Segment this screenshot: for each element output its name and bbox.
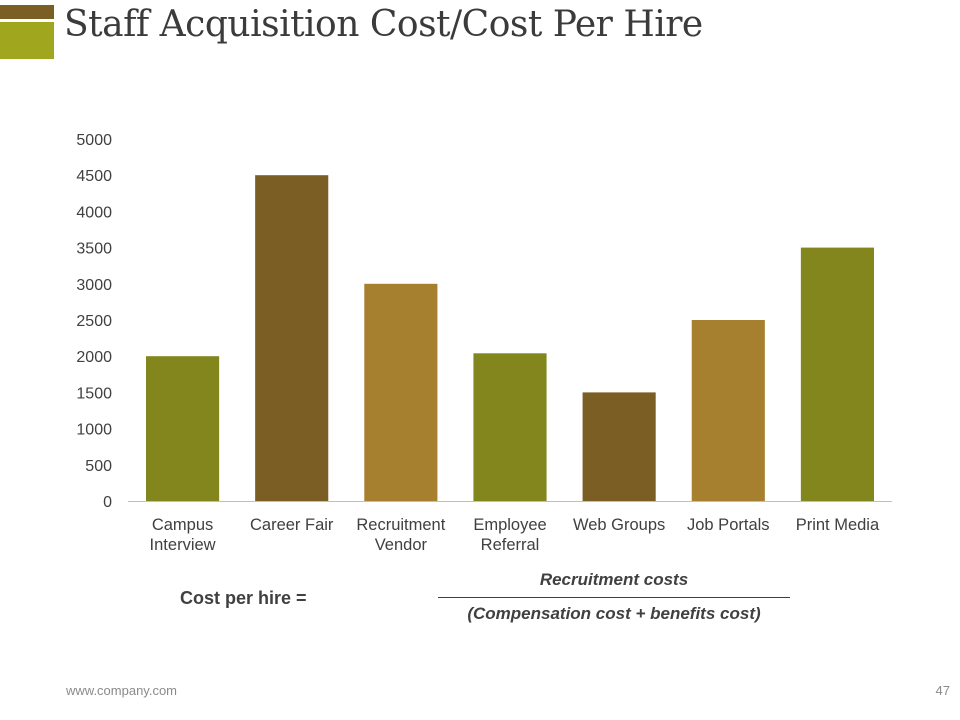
- x-category-label: Employee Referral: [473, 516, 546, 554]
- logo-block-top: [0, 5, 54, 19]
- x-category-label: Job Portals: [687, 516, 770, 534]
- y-tick-label: 2500: [76, 313, 112, 330]
- y-tick-label: 4500: [76, 168, 112, 185]
- formula-label: Cost per hire =: [180, 588, 307, 608]
- y-tick-label: 3000: [76, 277, 112, 294]
- slide-title: Staff Acquisition Cost/Cost Per Hire: [64, 4, 703, 45]
- y-tick-label: 0: [103, 494, 112, 511]
- x-category-label: Print Media: [796, 516, 880, 534]
- bar: [146, 356, 220, 501]
- bar: [255, 175, 329, 501]
- x-category-label: Career Fair: [250, 516, 334, 534]
- y-tick-label: 2000: [76, 349, 112, 366]
- formula-numerator: Recruitment costs: [539, 570, 689, 589]
- y-tick-label: 4000: [76, 204, 112, 221]
- formula-denominator: (Compensation cost + benefits cost): [467, 604, 761, 623]
- bar: [800, 247, 874, 501]
- y-tick-label: 500: [85, 458, 112, 475]
- page-number: 47: [935, 683, 950, 698]
- y-tick-label: 3500: [76, 241, 112, 258]
- y-tick-label: 1500: [76, 385, 112, 402]
- bar: [691, 320, 765, 501]
- bar: [364, 283, 438, 501]
- y-tick-label: 5000: [76, 132, 112, 149]
- x-category-label: Recruitment Vendor: [356, 516, 445, 554]
- y-tick-label: 1000: [76, 422, 112, 439]
- logo-block-bottom: [0, 22, 54, 59]
- footer-url: www.company.com: [66, 683, 178, 698]
- bar: [582, 392, 656, 501]
- fraction-line: [438, 597, 790, 598]
- bar: [473, 353, 547, 501]
- x-category-label: Campus Interview: [150, 516, 216, 554]
- x-category-label: Web Groups: [573, 516, 665, 534]
